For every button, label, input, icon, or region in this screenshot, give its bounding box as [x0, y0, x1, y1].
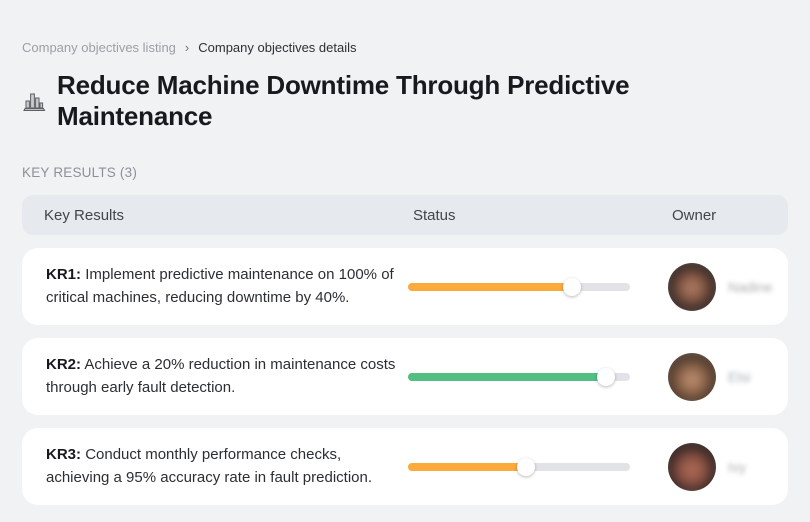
- column-header-status: Status: [413, 206, 456, 224]
- kr-description-text: Achieve a 20% reduction in maintenance c…: [46, 355, 396, 396]
- owner-name: Elsi: [728, 368, 751, 385]
- chevron-right-icon: ›: [184, 40, 190, 55]
- progress-slider[interactable]: [408, 277, 630, 296]
- status-cell: [408, 457, 662, 476]
- table-row-kr1[interactable]: KR1: Implement predictive maintenance on…: [22, 248, 788, 325]
- avatar-photo: [668, 442, 716, 491]
- kr-description: KR1: Implement predictive maintenance on…: [22, 264, 396, 310]
- owner-name: Nadine: [728, 278, 773, 295]
- avatar: [668, 442, 716, 491]
- owner-cell: Elsi: [662, 352, 788, 401]
- column-header-key-results: Key Results: [44, 206, 125, 224]
- progress-knob[interactable]: [563, 277, 582, 296]
- avatar: [668, 262, 716, 311]
- avatar-photo: [668, 352, 716, 401]
- kr-description-text: Conduct monthly performance checks, achi…: [46, 445, 373, 486]
- status-cell: [408, 367, 662, 386]
- table-row-kr3[interactable]: KR3: Conduct monthly performance checks,…: [22, 428, 788, 505]
- progress-knob[interactable]: [596, 367, 615, 386]
- bar-chart-icon: [22, 89, 46, 113]
- avatar: [668, 352, 716, 401]
- breadcrumb-current: Company objectives details: [198, 40, 357, 55]
- kr-description-text: Implement predictive maintenance on 100%…: [46, 265, 394, 306]
- owner-name: Ivy: [728, 458, 746, 475]
- breadcrumb-link-listing[interactable]: Company objectives listing: [22, 40, 176, 55]
- progress-slider[interactable]: [408, 457, 630, 476]
- owner-cell: Nadine: [662, 262, 788, 311]
- table-row-kr2[interactable]: KR2: Achieve a 20% reduction in maintena…: [22, 338, 788, 415]
- progress-fill: [408, 282, 573, 291]
- table-header-row: Key Results Status Owner: [22, 195, 788, 235]
- title-row: Reduce Machine Downtime Through Predicti…: [22, 70, 788, 132]
- avatar-photo: [668, 262, 716, 311]
- key-results-section-label: KEY RESULTS (3): [22, 165, 138, 180]
- kr-description: KR3: Conduct monthly performance checks,…: [22, 444, 396, 490]
- page-title: Reduce Machine Downtime Through Predicti…: [57, 70, 630, 131]
- progress-slider[interactable]: [408, 367, 630, 386]
- kr-label: KR2:: [46, 355, 82, 373]
- status-cell: [408, 277, 662, 296]
- breadcrumb: Company objectives listing › Company obj…: [22, 0, 788, 55]
- progress-fill: [408, 462, 526, 471]
- progress-knob[interactable]: [516, 457, 535, 476]
- progress-fill: [408, 372, 606, 381]
- column-header-owner: Owner: [672, 206, 717, 224]
- kr-label: KR3:: [46, 445, 82, 463]
- kr-label: KR1:: [46, 265, 82, 283]
- owner-cell: Ivy: [662, 442, 788, 491]
- kr-description: KR2: Achieve a 20% reduction in maintena…: [22, 354, 396, 400]
